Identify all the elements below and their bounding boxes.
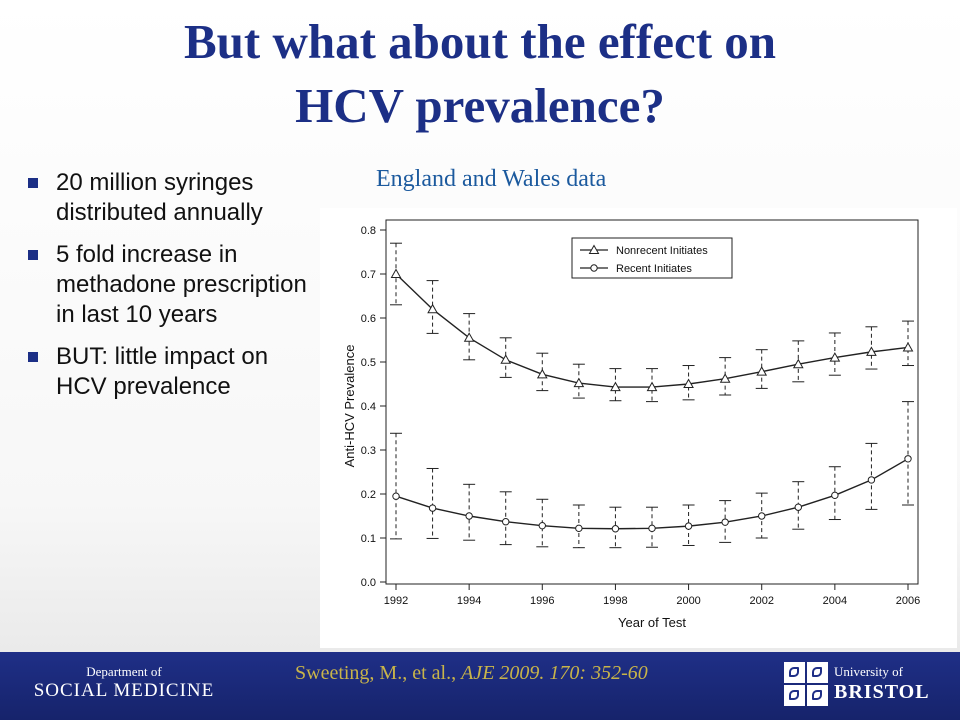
university-logo-icon	[784, 662, 828, 706]
title-line-1: But what about the effect on	[183, 14, 777, 69]
x-tick-label: 2002	[749, 595, 773, 607]
y-tick-label: 0.5	[361, 357, 376, 369]
square-bullet-icon	[28, 352, 38, 362]
y-tick-label: 0.7	[361, 269, 376, 281]
x-tick-label: 2006	[896, 595, 920, 607]
bullet-item: 20 million syringes distributed annually	[20, 168, 320, 228]
legend-label: Recent Initiates	[616, 263, 692, 275]
y-tick-label: 0.0	[361, 577, 376, 589]
data-point-circle	[831, 491, 839, 500]
data-point-triangle	[756, 366, 768, 376]
x-axis-label: Year of Test	[618, 615, 686, 630]
data-point-circle	[648, 524, 656, 533]
department-name: SOCIAL MEDICINE	[33, 680, 215, 701]
data-point-triangle	[646, 381, 658, 392]
data-point-circle	[611, 525, 620, 533]
plot-frame	[385, 219, 919, 585]
y-tick-label: 0.3	[361, 445, 376, 457]
x-tick-label: 1994	[457, 595, 481, 607]
x-tick-label: 1998	[603, 595, 627, 607]
y-axis-label: Anti-HCV Prevalence	[342, 345, 357, 468]
chart-panel: 0.0 0.1 0.2 0.3 0.4 0.5 0.6 0.7 0.8 1992 1994 1996 1…	[320, 208, 957, 648]
data-point-triangle	[902, 341, 914, 352]
bullet-item: BUT: little impact on HCV prevalence	[20, 342, 320, 402]
y-tick-label: 0.6	[361, 313, 376, 325]
citation-journal: AJE 2009.	[461, 662, 545, 684]
data-point-circle	[575, 524, 583, 533]
data-point-triangle	[500, 354, 512, 364]
x-tick-label: 2000	[676, 595, 700, 607]
series-line	[395, 458, 909, 530]
y-tick-label: 0.1	[361, 533, 376, 545]
data-point-circle	[502, 518, 510, 526]
data-point-circle	[428, 504, 437, 512]
data-point-circle	[684, 522, 693, 530]
data-point-triangle	[866, 346, 877, 356]
data-point-triangle	[463, 332, 475, 342]
legend-marker-triangle	[588, 244, 600, 254]
data-point-triangle	[536, 368, 548, 379]
square-bullet-icon	[28, 178, 38, 188]
university-label: University of BRISTOL	[834, 664, 930, 704]
data-point-circle	[758, 512, 766, 520]
legend-label: Nonrecent Initiates	[616, 245, 708, 257]
title-line-2: HCV prevalence?	[295, 78, 665, 133]
bullet-item: 5 fold increase in methadone prescriptio…	[20, 240, 320, 330]
y-tick-label: 0.2	[361, 489, 376, 501]
citation-ref: 170: 352-60	[544, 662, 648, 684]
university-name: BRISTOL	[834, 681, 930, 703]
data-point-triangle	[683, 378, 694, 388]
department-small: Department of	[86, 664, 162, 679]
chart-subtitle: England and Wales data	[376, 166, 607, 192]
data-point-circle	[538, 521, 546, 530]
bullet-text: BUT: little impact on HCV prevalence	[56, 343, 269, 400]
footer-bar: Department of SOCIAL MEDICINE Sweeting, …	[0, 652, 960, 720]
data-point-triangle	[792, 358, 804, 369]
data-point-circle	[867, 476, 876, 484]
slide-title: But what about the effect on HCV prevale…	[60, 10, 900, 138]
data-point-triangle	[719, 373, 731, 383]
legend-marker-circle	[590, 264, 598, 272]
data-point-circle	[392, 492, 400, 500]
university-small: University of	[834, 664, 903, 679]
legend-box	[571, 237, 733, 279]
data-point-triangle	[390, 268, 402, 278]
data-point-triangle	[573, 377, 585, 388]
x-tick-label: 1992	[384, 595, 408, 607]
data-point-triangle	[427, 303, 438, 314]
data-point-circle	[465, 512, 473, 520]
x-tick-label: 1996	[530, 595, 554, 607]
square-bullet-icon	[28, 250, 38, 260]
hcv-prevalence-chart: 0.0 0.1 0.2 0.3 0.4 0.5 0.6 0.7 0.8 1992 1994 1996 1…	[342, 219, 920, 630]
data-point-triangle	[829, 352, 841, 362]
x-tick-label: 2004	[823, 595, 847, 607]
bullet-text: 20 million syringes distributed annually	[56, 169, 263, 226]
data-point-triangle	[610, 381, 621, 392]
bullet-list: 20 million syringes distributed annually…	[20, 168, 320, 414]
data-point-circle	[794, 503, 802, 511]
data-point-circle	[721, 518, 729, 526]
y-tick-label: 0.4	[361, 401, 376, 413]
citation: Sweeting, M., et al., AJE 2009. 170: 352…	[295, 662, 648, 685]
y-tick-label: 0.8	[361, 225, 376, 237]
data-point-circle	[904, 455, 912, 463]
citation-authors: Sweeting, M., et al.,	[295, 662, 462, 684]
department-label: Department of SOCIAL MEDICINE	[0, 664, 248, 702]
bullet-text: 5 fold increase in methadone prescriptio…	[56, 241, 307, 328]
